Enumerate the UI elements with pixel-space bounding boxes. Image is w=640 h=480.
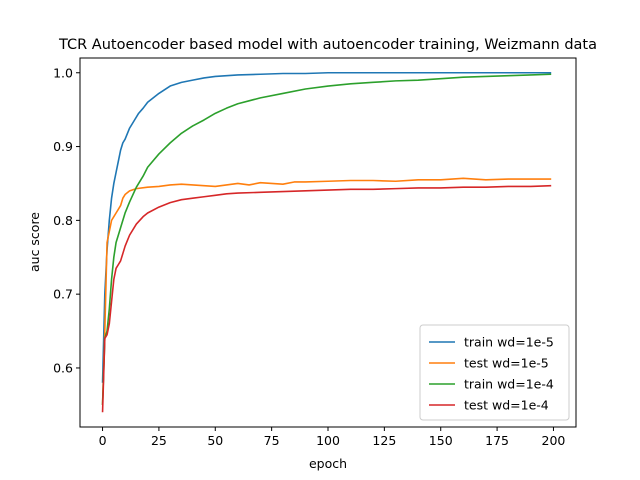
- y-tick-label: 0.9: [53, 139, 73, 154]
- x-tick-label: 0: [99, 433, 107, 448]
- x-tick-label: 50: [207, 433, 223, 448]
- x-tick-label: 125: [372, 433, 396, 448]
- y-tick-label: 1.0: [53, 65, 73, 80]
- y-tick-label: 0.8: [53, 213, 73, 228]
- y-axis: 0.6 0.7 0.8 0.9 1.0: [53, 65, 80, 375]
- x-axis-label: epoch: [309, 456, 347, 471]
- y-tick-label: 0.7: [53, 287, 73, 302]
- x-tick-label: 175: [485, 433, 509, 448]
- x-tick-label: 25: [151, 433, 167, 448]
- legend: train wd=1e-5 test wd=1e-5 train wd=1e-4 te…: [419, 324, 570, 421]
- series-line-2: [101, 177, 552, 405]
- y-axis-label: auc score: [27, 212, 42, 272]
- chart-title: TCR Autoencoder based model with autoenc…: [58, 37, 597, 53]
- legend-label: train wd=1e-4: [464, 377, 554, 392]
- x-tick-label: 200: [542, 433, 566, 448]
- legend-label: test wd=1e-4: [464, 398, 549, 413]
- y-tick-label: 0.6: [53, 360, 73, 375]
- x-tick-label: 150: [429, 433, 453, 448]
- legend-label: train wd=1e-5: [464, 335, 554, 350]
- x-tick-label: 100: [316, 433, 340, 448]
- series-line-3: [101, 73, 552, 405]
- legend-label: test wd=1e-5: [464, 356, 549, 371]
- series-line-1: [101, 71, 552, 383]
- legend-box: [419, 324, 570, 421]
- x-tick-label: 75: [264, 433, 280, 448]
- plot-area: [101, 71, 552, 413]
- series-line-4: [101, 184, 552, 413]
- x-axis: 0 25 50 75 100 125 150 175 200: [99, 427, 566, 448]
